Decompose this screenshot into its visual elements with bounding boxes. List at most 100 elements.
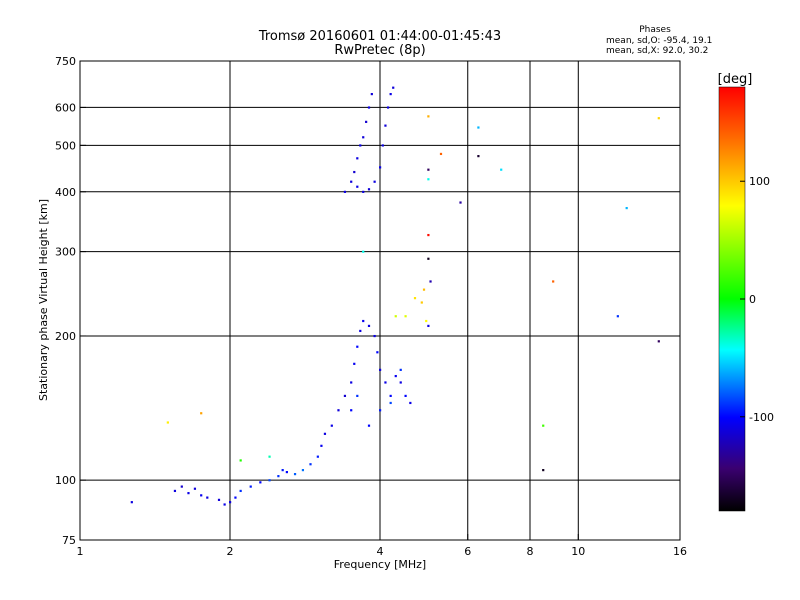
data-point: [413, 297, 417, 300]
data-point: [367, 324, 371, 328]
colorbar-tick-label: 0: [749, 293, 756, 306]
data-point: [356, 394, 359, 398]
data-point: [379, 368, 382, 371]
data-point: [420, 301, 423, 304]
data-point: [350, 180, 353, 183]
data-point: [542, 424, 545, 427]
data-point: [362, 250, 365, 253]
x-tick-label: 2: [227, 545, 234, 558]
data-point: [373, 334, 376, 338]
grid-lines: [80, 61, 680, 540]
y-axis: 75 100 200 300 400 500 600 750: [55, 55, 86, 547]
data-point: [180, 485, 183, 488]
data-point: [187, 492, 190, 495]
data-point: [657, 340, 660, 343]
data-point: [359, 329, 362, 333]
y-tick-label: 600: [55, 101, 76, 114]
data-point: [427, 257, 430, 260]
x-axis: 1 2 4 6 8 10 16: [77, 534, 687, 558]
data-point: [367, 424, 371, 427]
data-point: [301, 469, 305, 472]
y-tick-label: 750: [55, 55, 76, 68]
data-point: [409, 401, 412, 405]
data-points: [130, 86, 660, 506]
data-point: [379, 166, 382, 169]
data-point: [268, 455, 271, 458]
data-point: [373, 180, 376, 183]
data-point: [370, 92, 373, 96]
stats-line-x: mean, sd,X: 92.0, 30.2: [606, 46, 708, 56]
data-point: [427, 233, 430, 237]
data-point: [381, 144, 384, 147]
data-point: [234, 496, 237, 499]
data-point: [427, 115, 430, 118]
data-point: [399, 368, 402, 371]
data-point: [353, 170, 356, 174]
data-point: [359, 144, 362, 147]
data-point: [384, 381, 387, 384]
data-point: [422, 288, 426, 291]
data-point: [379, 409, 382, 412]
x-axis-label: Frequency [MHz]: [334, 558, 426, 571]
data-point: [367, 188, 371, 191]
data-point: [399, 381, 402, 384]
data-point: [343, 190, 347, 193]
data-point: [500, 168, 503, 171]
x-tick-label: 4: [377, 545, 384, 558]
data-point: [427, 178, 430, 181]
data-point: [259, 481, 262, 484]
data-point: [193, 487, 197, 490]
data-point: [200, 494, 203, 497]
data-point: [166, 421, 169, 424]
x-tick-label: 16: [673, 545, 687, 558]
data-point: [427, 324, 430, 328]
y-tick-label: 100: [55, 474, 76, 487]
data-point: [285, 470, 288, 474]
x-tick-label: 1: [77, 545, 84, 558]
y-axis-label: Stationary phase Virtual Height [km]: [37, 199, 50, 401]
data-point: [173, 489, 177, 493]
data-point: [316, 455, 319, 458]
stats-header: Phases: [639, 25, 671, 35]
y-tick-label: 75: [62, 534, 76, 547]
data-point: [277, 475, 280, 478]
data-point: [616, 315, 619, 318]
data-point: [229, 501, 232, 504]
data-point: [217, 498, 221, 501]
data-point: [389, 394, 392, 398]
y-tick-label: 300: [55, 246, 76, 259]
data-point: [394, 374, 397, 378]
data-point: [249, 485, 252, 488]
x-tick-label: 10: [571, 545, 585, 558]
data-point: [404, 394, 407, 398]
data-point: [389, 92, 392, 96]
data-point: [392, 86, 395, 89]
data-point: [239, 459, 242, 462]
data-point: [386, 106, 390, 109]
data-point: [268, 479, 271, 482]
data-point: [425, 319, 428, 323]
data-point: [293, 473, 297, 476]
data-point: [281, 469, 284, 472]
data-point: [362, 136, 365, 139]
colorbar-label: [deg]: [718, 72, 753, 87]
data-point: [384, 124, 387, 127]
data-point: [223, 503, 226, 506]
data-point: [429, 280, 432, 283]
stats-line-o: mean, sd,O: -95.4, 19.1: [606, 36, 712, 46]
data-point: [362, 319, 365, 323]
data-point: [657, 117, 660, 120]
data-point: [362, 190, 365, 193]
data-point: [356, 185, 359, 188]
data-point: [625, 206, 628, 210]
data-point: [353, 362, 356, 365]
data-point: [542, 469, 545, 472]
data-point: [337, 409, 340, 412]
data-point: [459, 201, 462, 204]
chart-title: Tromsø 20160601 01:44:00-01:45:43: [258, 29, 501, 44]
data-point: [343, 394, 347, 398]
data-point: [389, 401, 392, 405]
data-point: [309, 463, 312, 466]
data-point: [404, 315, 407, 318]
